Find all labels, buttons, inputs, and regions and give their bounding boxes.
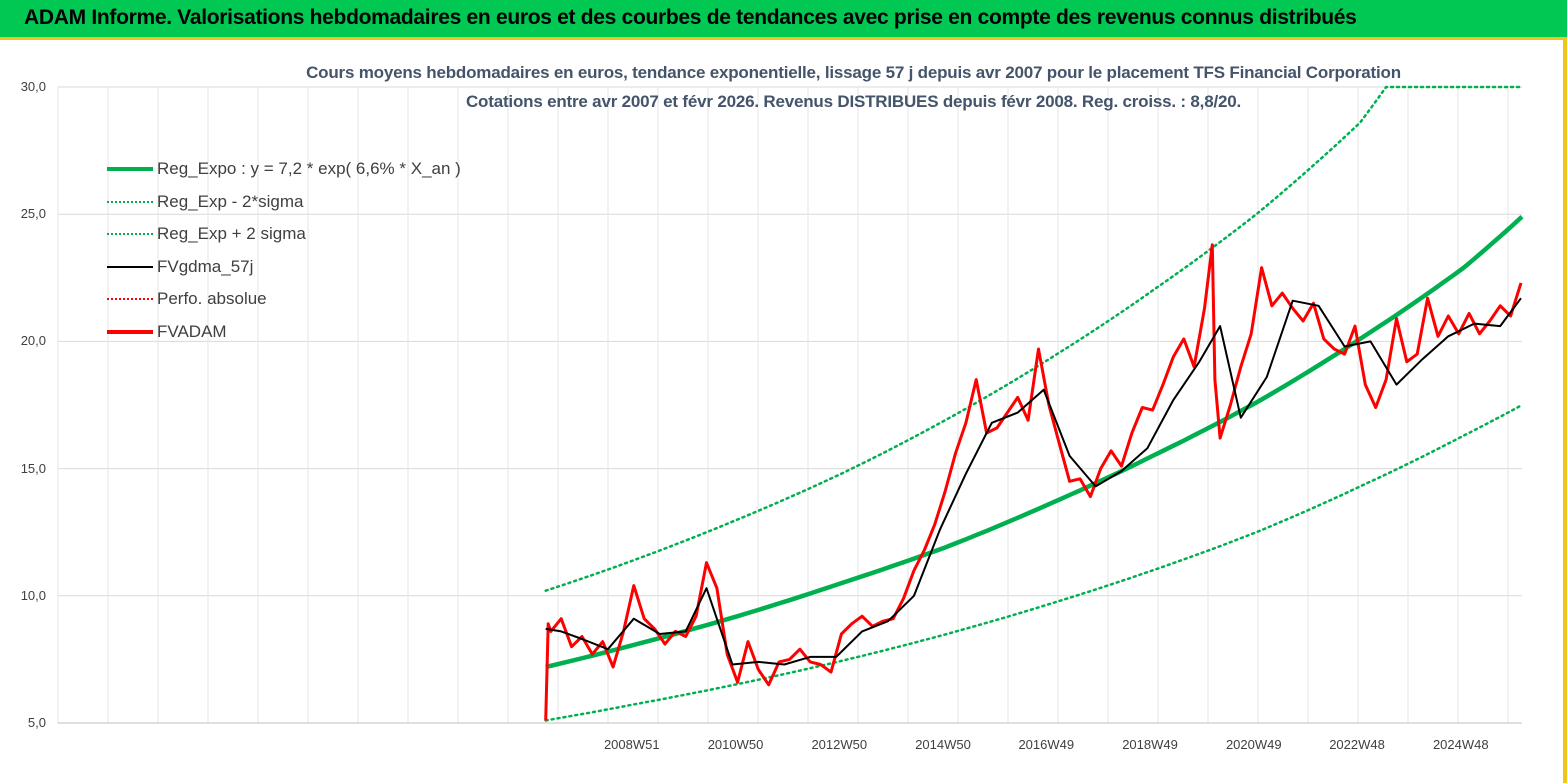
- header-banner: ADAM Informe. Valorisations hebdomadaire…: [0, 0, 1567, 40]
- x-tick-label: 2024W48: [1432, 737, 1489, 752]
- legend-item: FVADAM: [107, 316, 461, 349]
- legend-label: Perfo. absolue: [157, 289, 267, 309]
- legend-swatch: [107, 233, 153, 236]
- legend-swatch: [107, 200, 153, 203]
- x-tick-label: 2022W48: [1329, 737, 1385, 752]
- legend-swatch: [107, 167, 153, 172]
- banner-title: ADAM Informe. Valorisations hebdomadaire…: [24, 6, 1357, 29]
- x-tick-label: 2014W50: [915, 737, 971, 752]
- chart-title-line1: Cours moyens hebdomadaires en euros, ten…: [306, 63, 1401, 82]
- series-reg-exp-plus-2sigma: [544, 85, 1524, 592]
- legend-item: Reg_Exp + 2 sigma: [107, 218, 461, 251]
- chart-svg: [57, 85, 1524, 724]
- series-reg-exp-minus-2sigma: [544, 403, 1524, 722]
- x-tick-label: 2018W49: [1122, 737, 1178, 752]
- y-tick-label: 10,0: [20, 587, 46, 603]
- series-reg-expo: [545, 215, 1524, 670]
- y-tick-label: 20,0: [20, 333, 46, 349]
- legend-label: FVgdma_57j: [157, 256, 254, 276]
- y-tick-label: 25,0: [20, 206, 46, 222]
- chart-title-line2: Cotations entre avr 2007 et févr 2026. R…: [465, 92, 1242, 111]
- legend-item: FVgdma_57j: [107, 251, 461, 284]
- chart-legend: Reg_Expo : y = 7,2 * exp( 6,6% * X_an ) R…: [107, 153, 461, 348]
- y-tick-label: 5,0: [27, 715, 46, 730]
- legend-swatch: [107, 265, 153, 268]
- legend-label: Reg_Expo : y = 7,2 * exp( 6,6% * X_an ): [157, 159, 461, 179]
- x-tick-label: 2012W50: [811, 737, 868, 752]
- chart-area: Cours moyens hebdomadaires en euros, ten…: [0, 40, 1567, 783]
- x-tick-label: 2016W49: [1018, 737, 1075, 752]
- legend-label: FVADAM: [157, 321, 227, 341]
- series-fvgdma-57j: [545, 297, 1522, 666]
- series-fvadam: [544, 243, 1523, 721]
- legend-swatch: [107, 298, 153, 301]
- right-edge-border: [1563, 40, 1567, 783]
- y-tick-label: 30,0: [20, 79, 46, 94]
- y-tick-label: 15,0: [20, 460, 46, 476]
- x-tick-label: 2020W49: [1225, 737, 1282, 752]
- legend-item: Reg_Expo : y = 7,2 * exp( 6,6% * X_an ): [107, 153, 461, 186]
- legend-swatch: [107, 329, 153, 334]
- legend-label: Reg_Exp - 2*sigma: [157, 191, 304, 211]
- x-tick-label: 2008W51: [603, 737, 660, 752]
- x-tick-label: 2010W50: [707, 737, 764, 752]
- legend-label: Reg_Exp + 2 sigma: [157, 224, 306, 244]
- legend-item: Reg_Exp - 2*sigma: [107, 186, 461, 219]
- legend-item: Perfo. absolue: [107, 283, 461, 316]
